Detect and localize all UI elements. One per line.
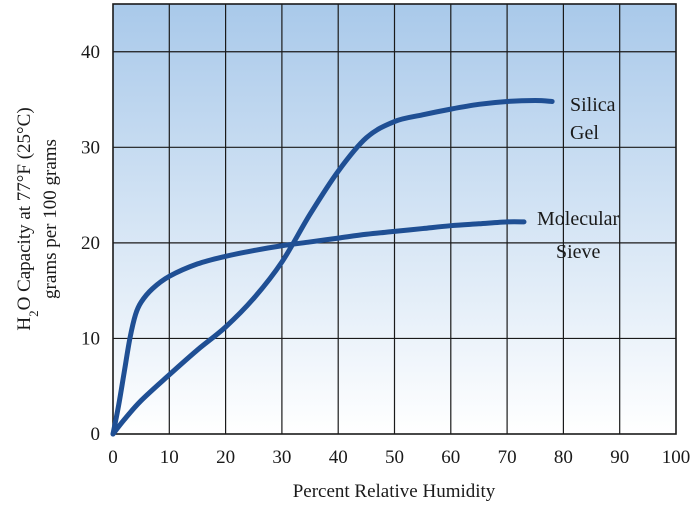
x-axis-title: Percent Relative Humidity bbox=[293, 481, 496, 502]
x-tick-label: 50 bbox=[385, 447, 404, 468]
x-tick-label: 40 bbox=[329, 447, 348, 468]
grid bbox=[113, 4, 676, 434]
series-group bbox=[110, 98, 555, 437]
y-tick-label: 30 bbox=[81, 137, 100, 158]
x-tick-label: 30 bbox=[272, 447, 291, 468]
y-axis-ticks: 0 10 20 30 40 bbox=[81, 42, 100, 445]
y-tick-label: 40 bbox=[81, 42, 100, 63]
molecular-sieve-label-line2: Sieve bbox=[556, 241, 601, 263]
x-tick-label: 20 bbox=[216, 447, 235, 468]
silica-gel-curve bbox=[110, 98, 555, 437]
x-tick-label: 100 bbox=[662, 447, 691, 468]
x-tick-label: 0 bbox=[108, 447, 118, 468]
silica-gel-label-line1: Silica bbox=[570, 94, 616, 116]
x-tick-label: 80 bbox=[554, 447, 573, 468]
x-axis-ticks: 0 10 20 30 40 50 60 70 80 90 100 bbox=[108, 447, 690, 468]
molecular-sieve-curve bbox=[110, 219, 527, 437]
x-tick-label: 70 bbox=[498, 447, 517, 468]
y-tick-label: 10 bbox=[81, 328, 100, 349]
molecular-sieve-label-line1: Molecular bbox=[537, 208, 620, 230]
x-tick-label: 90 bbox=[610, 447, 629, 468]
y-tick-label: 20 bbox=[81, 233, 100, 254]
plot-frame bbox=[112, 3, 677, 435]
x-tick-label: 10 bbox=[160, 447, 179, 468]
y-tick-label: 0 bbox=[91, 424, 101, 445]
y-axis-title-line1: H2O Capacity at 77°F (25°C) bbox=[14, 107, 41, 330]
y-axis-title-line2: grams per 100 grams bbox=[40, 139, 61, 299]
silica-gel-label-line2: Gel bbox=[570, 122, 599, 144]
x-tick-label: 60 bbox=[441, 447, 460, 468]
